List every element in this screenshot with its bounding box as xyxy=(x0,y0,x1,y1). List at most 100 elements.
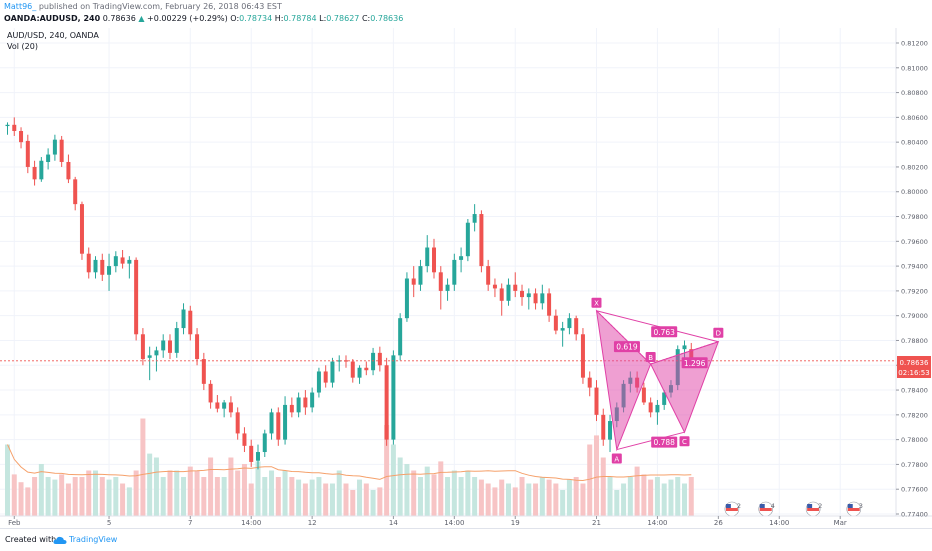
open-value: 0.78734 xyxy=(239,14,273,23)
economic-events[interactable]: 2 4 2 3 xyxy=(724,501,863,517)
volume-bar xyxy=(417,477,423,516)
close-label: C: xyxy=(361,14,371,23)
pattern-point-label: D xyxy=(716,330,721,338)
y-tick-label: 0.79200 xyxy=(901,287,928,295)
price-badge: 0.78636 02:16:53 xyxy=(897,356,931,378)
volume-bar xyxy=(424,466,430,516)
volume-bar xyxy=(65,483,71,516)
open-label: O: xyxy=(230,14,240,23)
flag-canton xyxy=(807,504,813,508)
y-tick-label: 0.78400 xyxy=(901,387,928,395)
pattern-ratio-label: 0.619 xyxy=(616,343,638,352)
volume-bar xyxy=(160,477,166,516)
candle-body xyxy=(438,272,443,291)
pattern-point-marker xyxy=(645,352,656,363)
y-tick-label: 0.79800 xyxy=(901,213,928,221)
pattern-leg xyxy=(596,310,652,365)
author-link[interactable]: Matt96_ xyxy=(4,2,37,11)
candle-body xyxy=(276,412,281,440)
candle-body xyxy=(195,334,200,360)
candle-body xyxy=(147,355,152,358)
y-tick-label: 0.79400 xyxy=(901,263,928,271)
volume-bar xyxy=(350,490,356,516)
volume-bar xyxy=(316,477,322,516)
harmonic-pattern[interactable]: X A B C D 0.619 0.763 1.296 0.788 xyxy=(591,297,724,464)
candle-body xyxy=(228,402,233,413)
candle-body xyxy=(547,293,552,316)
flag-stripe xyxy=(759,508,772,511)
candle-body xyxy=(682,345,687,350)
y-axis-ticks: 0.77400 0.77600 0.77800 0.78000 0.78200 0.784… xyxy=(896,40,928,519)
volume-legend[interactable]: Vol (20) xyxy=(7,42,38,51)
y-tick-label: 0.78800 xyxy=(901,337,928,345)
volume-bar xyxy=(248,483,254,516)
tradingview-link[interactable]: TradingView xyxy=(69,535,118,544)
y-tick-label: 0.80200 xyxy=(901,163,928,171)
volume-bar xyxy=(370,490,376,516)
pattern-point-label: A xyxy=(614,456,619,464)
low-label: L: xyxy=(319,14,327,23)
volume-bar xyxy=(309,479,315,516)
candle-body xyxy=(215,402,220,409)
flag-stripe xyxy=(847,508,860,511)
candle-body xyxy=(289,404,294,413)
candle-body xyxy=(12,124,17,132)
pattern-ratio-label: 1.296 xyxy=(684,359,706,368)
price-badge-countdown: 02:16:53 xyxy=(898,369,929,377)
candle-body xyxy=(567,318,572,329)
candle-body xyxy=(574,318,579,335)
volume-bar xyxy=(120,483,126,516)
publish-line: Matt96_ published on TradingView.com, Fe… xyxy=(4,2,282,11)
volume-bar xyxy=(99,477,105,516)
y-tick-label: 0.80600 xyxy=(901,114,928,122)
volume-bar xyxy=(505,483,511,516)
volume-bar xyxy=(93,470,99,516)
candle-body xyxy=(594,387,599,415)
candle-body xyxy=(662,392,667,405)
pattern-point-label: B xyxy=(648,354,653,362)
event-count: 2 xyxy=(818,502,822,510)
candle-body xyxy=(113,256,118,267)
flag-canton xyxy=(847,504,853,508)
up-arrow-icon: ▲ xyxy=(138,14,145,23)
candle-body xyxy=(52,139,57,155)
candle-body xyxy=(39,160,44,180)
candle-body xyxy=(404,278,409,319)
volume-bar xyxy=(539,477,545,516)
volume-bar xyxy=(465,470,471,516)
candle-body xyxy=(452,259,457,285)
candle-body xyxy=(398,318,403,356)
volume-bar xyxy=(302,483,308,516)
volume-bar xyxy=(573,477,579,516)
volume-bar xyxy=(519,477,525,516)
volume-bar xyxy=(289,477,295,516)
candle-body xyxy=(167,340,172,353)
y-tick-label: 0.77800 xyxy=(901,461,928,469)
candle-body xyxy=(506,284,511,301)
candle-body xyxy=(73,179,78,205)
volume-bar xyxy=(445,477,451,516)
candle-body xyxy=(520,290,525,298)
volume-bar xyxy=(526,483,532,516)
volume-bar xyxy=(451,470,457,516)
volume-bar xyxy=(512,487,518,516)
volume-bar xyxy=(194,470,200,516)
flag-canton xyxy=(725,504,731,508)
pattern-ratio-label: 0.763 xyxy=(653,328,675,337)
chart-grid xyxy=(0,28,896,516)
candle-body xyxy=(479,214,484,267)
candle-body xyxy=(32,166,37,180)
y-tick-label: 0.80800 xyxy=(901,89,928,97)
symbol-legend[interactable]: AUD/USD, 240, OANDA xyxy=(7,31,99,40)
y-tick-label: 0.77600 xyxy=(901,486,928,494)
candle-body xyxy=(140,334,145,360)
volume-bar xyxy=(384,425,390,516)
candle-body xyxy=(269,412,274,434)
last-price: 0.78636 xyxy=(102,14,136,23)
high-value: 0.78784 xyxy=(283,14,317,23)
volume-bar xyxy=(641,474,647,516)
x-tick-label: 14:00 xyxy=(769,519,789,527)
y-tick-label: 0.77400 xyxy=(901,511,928,519)
volume-bar xyxy=(323,483,329,516)
